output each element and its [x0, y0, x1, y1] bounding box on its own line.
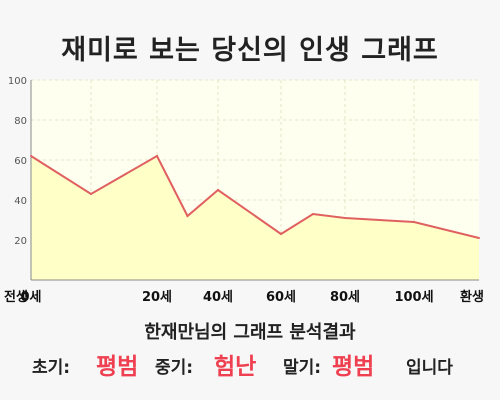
data-point — [90, 193, 92, 195]
x-tick-label: 100세 — [394, 290, 433, 305]
late-value: 평범 — [332, 347, 374, 381]
data-point — [217, 189, 219, 191]
data-point — [478, 237, 480, 239]
data-point — [187, 215, 189, 217]
y-tick-labels: 20 40 60 80 100 — [8, 76, 27, 247]
y-tick-label: 60 — [14, 156, 27, 167]
x-tick-label: 40세 — [203, 290, 233, 305]
data-point — [312, 213, 314, 215]
ending-text: 입니다 — [406, 353, 453, 378]
y-tick-label: 80 — [14, 116, 27, 127]
x-tick-label: 0세 — [20, 290, 41, 305]
early-label: 초기: — [32, 353, 70, 378]
verdict-row: 초기: 평범 중기: 험난 말기: 평범 입니다 — [0, 345, 500, 385]
data-point — [280, 233, 282, 235]
y-tick-label: 100 — [8, 76, 27, 87]
mid-label: 중기: — [155, 353, 193, 378]
x-tick-label: 80세 — [330, 290, 360, 305]
x-tick-label: 20세 — [142, 290, 172, 305]
data-point — [30, 155, 32, 157]
x-tick-label: 60세 — [266, 290, 296, 305]
data-point — [379, 219, 381, 221]
mid-value: 험난 — [214, 347, 256, 381]
analysis-summary: 한재만님의 그래프 분석결과 — [0, 318, 500, 344]
late-label: 말기: — [283, 353, 321, 378]
y-tick-label: 20 — [14, 236, 27, 247]
x-tick-label: 환생 — [460, 289, 484, 305]
data-point — [344, 217, 346, 219]
early-value: 평범 — [96, 347, 138, 381]
data-point — [413, 221, 415, 223]
y-tick-label: 40 — [14, 196, 27, 207]
data-point — [156, 155, 158, 157]
